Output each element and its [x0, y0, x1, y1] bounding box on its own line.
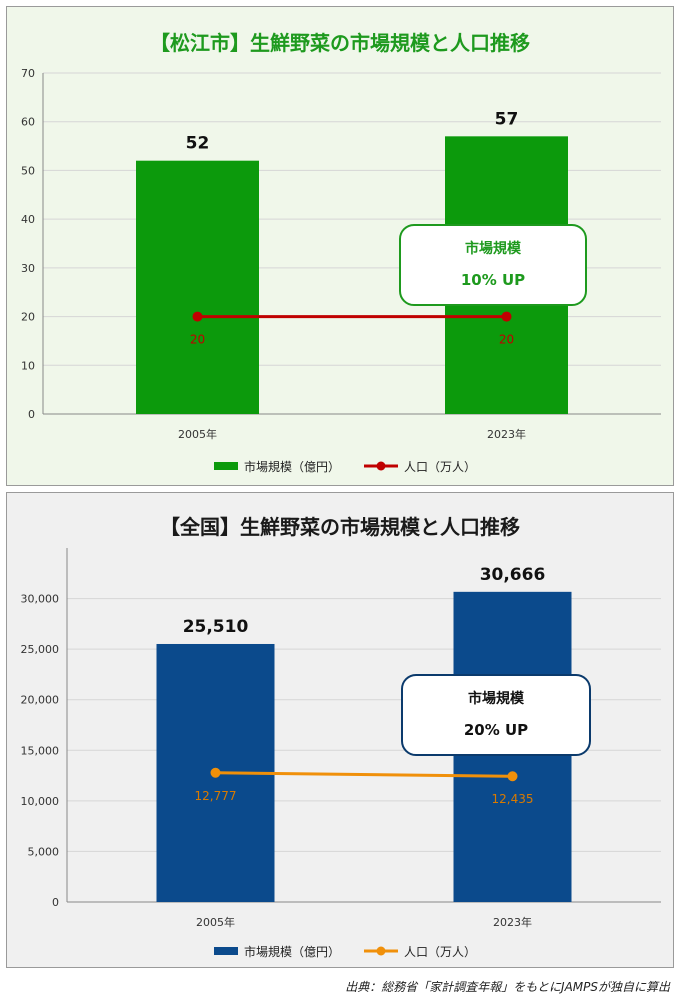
callout-value: 10% UP: [461, 271, 525, 289]
legend-swatch-marker: [376, 461, 386, 471]
y-tick-label: 60: [21, 116, 35, 129]
legend-label: 人口（万人）: [404, 945, 476, 959]
chart-title: 【松江市】生鮮野菜の市場規模と人口推移: [150, 31, 530, 55]
series-line: [215, 771, 513, 778]
y-tick-label: 5,000: [28, 845, 60, 858]
bar: [136, 160, 259, 414]
y-tick-label: 40: [21, 213, 35, 226]
legend-swatch-bar: [214, 462, 238, 470]
bar-value-label: 52: [186, 134, 210, 154]
callout-label: 市場規模: [468, 690, 525, 707]
legend-label: 市場規模（億円）: [244, 459, 340, 474]
legend-label: 人口（万人）: [404, 460, 476, 474]
bar-value-label: 30,666: [480, 565, 546, 585]
matsue-chart-svg: 0 10 20 30 40 50 60 70 52 57 2005年 2023年 市場規模 10% UP 2…: [21, 67, 661, 474]
bar-value-label: 25,510: [183, 617, 249, 637]
line-point: [192, 311, 203, 322]
y-tick-label: 70: [21, 67, 35, 80]
y-tick-label: 15,000: [21, 744, 60, 757]
callout-value: 20% UP: [464, 721, 528, 739]
y-tick-label: 25,000: [21, 643, 60, 656]
line-value-label: 20: [190, 333, 205, 347]
x-tick-label: 2023年: [487, 427, 526, 441]
legend-swatch-bar: [214, 947, 238, 955]
matsue-chart-panel: 【松江市】生鮮野菜の市場規模と人口推移 0 10 20 30 40 50 60 70 52 57 2…: [6, 6, 674, 486]
legend-label: 市場規模（億円）: [244, 944, 340, 959]
y-tick-label: 10,000: [21, 795, 60, 808]
x-tick-label: 2023年: [493, 915, 532, 929]
line-point: [501, 311, 512, 322]
x-tick-label: 2005年: [178, 427, 217, 441]
line-point: [210, 767, 221, 778]
legend-swatch-marker: [376, 946, 386, 956]
y-tick-label: 20: [21, 311, 35, 324]
line-value-label: 12,777: [195, 789, 237, 803]
line-value-label: 12,435: [492, 792, 534, 806]
line-point: [507, 771, 518, 782]
national-chart-svg: 0 5,000 10,000 15,000 20,000 25,000 30,000 25,5…: [21, 548, 661, 959]
callout-label: 市場規模: [465, 240, 522, 257]
callout-box: [399, 224, 587, 306]
y-tick-label: 30,000: [21, 593, 60, 606]
x-tick-label: 2005年: [196, 915, 235, 929]
y-tick-label: 50: [21, 164, 35, 177]
national-chart-panel: 【全国】生鮮野菜の市場規模と人口推移 0 5,000 10,000 15,000 20,…: [6, 492, 674, 968]
chart-title: 【全国】生鮮野菜の市場規模と人口推移: [160, 515, 520, 539]
y-tick-label: 30: [21, 262, 35, 275]
y-tick-label: 10: [21, 359, 35, 372]
bar-value-label: 57: [495, 109, 519, 129]
y-tick-label: 20,000: [21, 694, 60, 707]
y-tick-label: 0: [52, 896, 59, 909]
y-tick-label: 0: [28, 408, 35, 421]
line-value-label: 20: [499, 333, 514, 347]
callout-box: [401, 674, 591, 756]
source-note: 出典：総務省「家計調査年報」をもとにJAMPSが独自に算出: [345, 980, 670, 994]
